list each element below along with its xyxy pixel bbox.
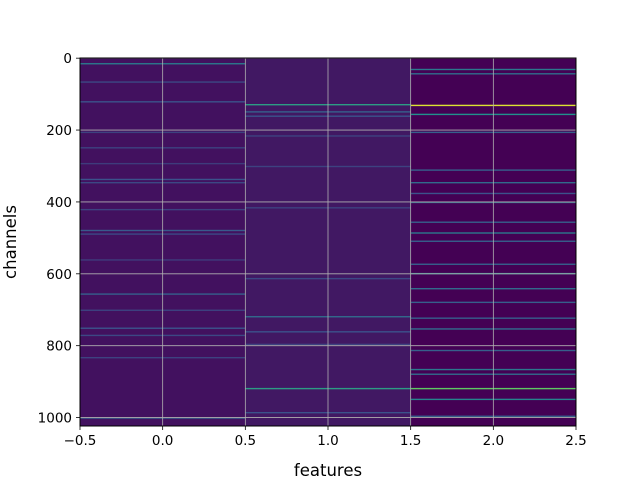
y-tick-label: 800 (46, 339, 72, 355)
y-axis-ticks: 0 200 400 600 800 1000 (38, 51, 80, 427)
y-tick-label: 1000 (38, 411, 72, 427)
x-axis-ticks: −0.5 0.0 0.5 1.0 1.5 2.0 2.5 (64, 426, 587, 449)
x-tick-label: 0.0 (152, 433, 173, 449)
x-axis-label: features (294, 461, 362, 480)
x-tick-label: 0.5 (235, 433, 256, 449)
y-tick-label: 600 (46, 267, 72, 283)
x-tick-label: 1.0 (317, 433, 338, 449)
x-tick-label: −0.5 (64, 433, 97, 449)
y-tick-label: 400 (46, 195, 72, 211)
y-tick-label: 0 (63, 51, 72, 67)
x-tick-label: 2.0 (483, 433, 504, 449)
x-tick-label: 1.5 (400, 433, 421, 449)
y-tick-label: 200 (46, 123, 72, 139)
x-tick-label: 2.5 (565, 433, 586, 449)
y-axis-label: channels (1, 205, 20, 279)
